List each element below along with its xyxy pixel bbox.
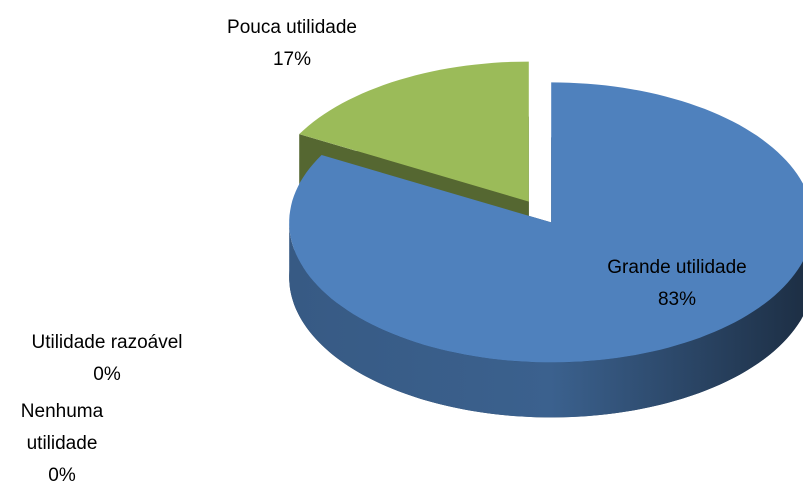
value-label: 0%: [93, 364, 121, 385]
data-label: Utilidade razoável 0%: [0, 327, 217, 391]
slice-side: [289, 222, 803, 418]
category-label: Utilidade razoável: [31, 332, 183, 353]
data-label: Nenhuma utilidade 0%: [7, 396, 117, 487]
value-label: 83%: [657, 289, 697, 310]
data-label: Pouca utilidade 17%: [192, 12, 392, 76]
category-label: Pouca utilidade: [227, 17, 357, 38]
slice: [299, 61, 529, 202]
value-label: 17%: [272, 49, 312, 70]
category-label: Grande utilidade: [607, 257, 747, 278]
data-label: Grande utilidade 83%: [577, 252, 777, 316]
slice: [289, 82, 803, 363]
value-label: 0%: [48, 465, 76, 486]
category-label: Nenhuma utilidade: [20, 401, 104, 454]
